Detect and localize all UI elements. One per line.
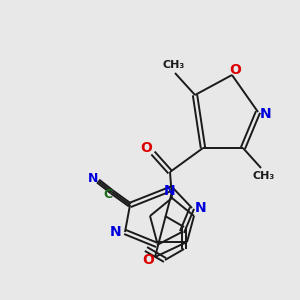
Text: C: C <box>103 188 112 202</box>
Text: N: N <box>260 107 272 121</box>
Text: O: O <box>142 253 154 267</box>
Text: CH₃: CH₃ <box>253 171 275 181</box>
Text: N: N <box>164 184 176 198</box>
Text: N: N <box>195 201 207 215</box>
Text: CH₃: CH₃ <box>163 60 185 70</box>
Text: N: N <box>110 225 122 239</box>
Text: O: O <box>229 63 241 77</box>
Text: N: N <box>88 172 98 184</box>
Text: O: O <box>140 141 152 155</box>
